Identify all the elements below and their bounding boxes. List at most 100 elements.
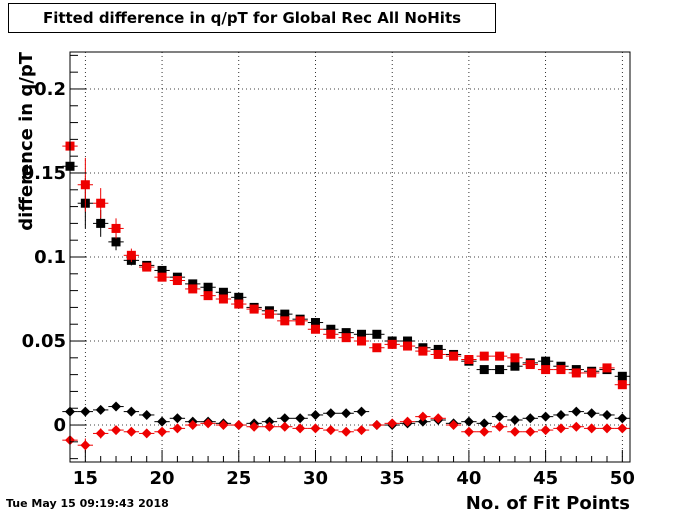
data-point-diamond: [295, 423, 306, 434]
data-point-diamond: [172, 423, 183, 434]
data-point-square: [587, 368, 597, 378]
data-point-square: [280, 316, 290, 326]
data-point-square: [111, 223, 121, 233]
data-point-diamond: [617, 413, 628, 424]
data-point-square: [96, 218, 106, 228]
data-point-diamond: [341, 408, 352, 419]
data-point-diamond: [433, 413, 444, 424]
data-point-square: [617, 371, 627, 381]
data-point-square: [295, 316, 305, 326]
data-point-diamond: [479, 418, 490, 429]
data-point-diamond: [126, 426, 137, 437]
series-2: [62, 401, 630, 431]
chart-title: Fitted difference in q/pT for Global Rec…: [8, 3, 496, 33]
data-point-diamond: [494, 421, 505, 432]
data-point-square: [126, 250, 136, 260]
data-point-diamond: [509, 414, 520, 425]
data-point-diamond: [111, 401, 122, 412]
data-point-diamond: [310, 409, 321, 420]
data-point-diamond: [325, 408, 336, 419]
data-point-diamond: [525, 413, 536, 424]
tick-layer: 15 20 25 30 35 40 45 50 0 0.05 0.1 0.15 0.2: [22, 54, 635, 489]
data-point-square: [280, 309, 290, 319]
data-point-square: [495, 365, 505, 375]
data-point-diamond: [509, 426, 520, 437]
data-point-diamond: [80, 406, 91, 417]
data-point-diamond: [601, 409, 612, 420]
data-point-square: [157, 272, 167, 282]
data-point-square: [326, 324, 336, 334]
data-point-square: [495, 351, 505, 361]
x-tick-label: 35: [380, 468, 405, 489]
data-point-square: [326, 329, 336, 339]
data-point-diamond: [157, 416, 168, 427]
x-tick-label: 30: [303, 468, 328, 489]
data-point-diamond: [233, 420, 244, 431]
data-point-diamond: [571, 406, 582, 417]
data-point-square: [188, 279, 198, 289]
data-point-square: [403, 341, 413, 351]
data-point-diamond: [540, 411, 551, 422]
data-point-square: [203, 282, 213, 292]
data-point-diamond: [341, 426, 352, 437]
data-point-diamond: [463, 426, 474, 437]
data-point-diamond: [525, 426, 536, 437]
x-tick-label: 45: [533, 468, 558, 489]
data-point-diamond: [95, 404, 106, 415]
x-axis-title: No. of Fit Points: [466, 493, 630, 514]
data-point-diamond: [111, 425, 122, 436]
data-point-diamond: [279, 421, 290, 432]
data-point-diamond: [601, 423, 612, 434]
data-point-diamond: [617, 423, 628, 434]
data-point-square: [203, 291, 213, 301]
data-point-square: [172, 276, 182, 286]
data-point-diamond: [494, 411, 505, 422]
y-tick-label: 0.15: [22, 163, 66, 184]
data-point-diamond: [463, 416, 474, 427]
data-point-diamond: [141, 428, 152, 439]
data-point-square: [449, 351, 459, 361]
data-point-square: [218, 287, 228, 297]
data-point-square: [525, 360, 535, 370]
data-point-diamond: [448, 420, 459, 431]
data-point-diamond: [555, 409, 566, 420]
data-point-diamond: [264, 421, 275, 432]
data-point-square: [372, 329, 382, 339]
data-point-diamond: [479, 426, 490, 437]
x-tick-label: 25: [226, 468, 251, 489]
data-point-square: [142, 262, 152, 272]
data-point-diamond: [417, 411, 428, 422]
data-point-diamond: [540, 425, 551, 436]
grid-layer: [70, 52, 630, 462]
data-point-square: [357, 336, 367, 346]
data-point-diamond: [371, 420, 382, 431]
data-point-square: [234, 299, 244, 309]
data-point-square: [310, 324, 320, 334]
series-1: [62, 78, 630, 390]
x-tick-label: 20: [150, 468, 175, 489]
data-point-square: [341, 328, 351, 338]
data-point-diamond: [555, 423, 566, 434]
data-point-square: [341, 333, 351, 343]
data-point-diamond: [80, 440, 91, 451]
data-point-diamond: [295, 413, 306, 424]
x-tick-label: 40: [456, 468, 481, 489]
data-point-diamond: [356, 406, 367, 417]
data-point-square: [541, 356, 551, 366]
data-point-diamond: [325, 425, 336, 436]
data-point-square: [218, 294, 228, 304]
data-point-diamond: [310, 423, 321, 434]
data-point-square: [188, 284, 198, 294]
data-point-diamond: [356, 425, 367, 436]
data-layer: [62, 78, 630, 452]
data-point-square: [464, 355, 474, 364]
data-point-square: [541, 365, 551, 375]
data-point-diamond: [126, 406, 137, 417]
data-point-square: [571, 368, 581, 378]
data-point-diamond: [157, 426, 168, 437]
y-tick-label: 0: [53, 415, 66, 436]
timestamp: Tue May 15 09:19:43 2018: [6, 497, 169, 510]
y-tick-label: 0.1: [34, 247, 66, 268]
data-point-diamond: [203, 418, 214, 429]
